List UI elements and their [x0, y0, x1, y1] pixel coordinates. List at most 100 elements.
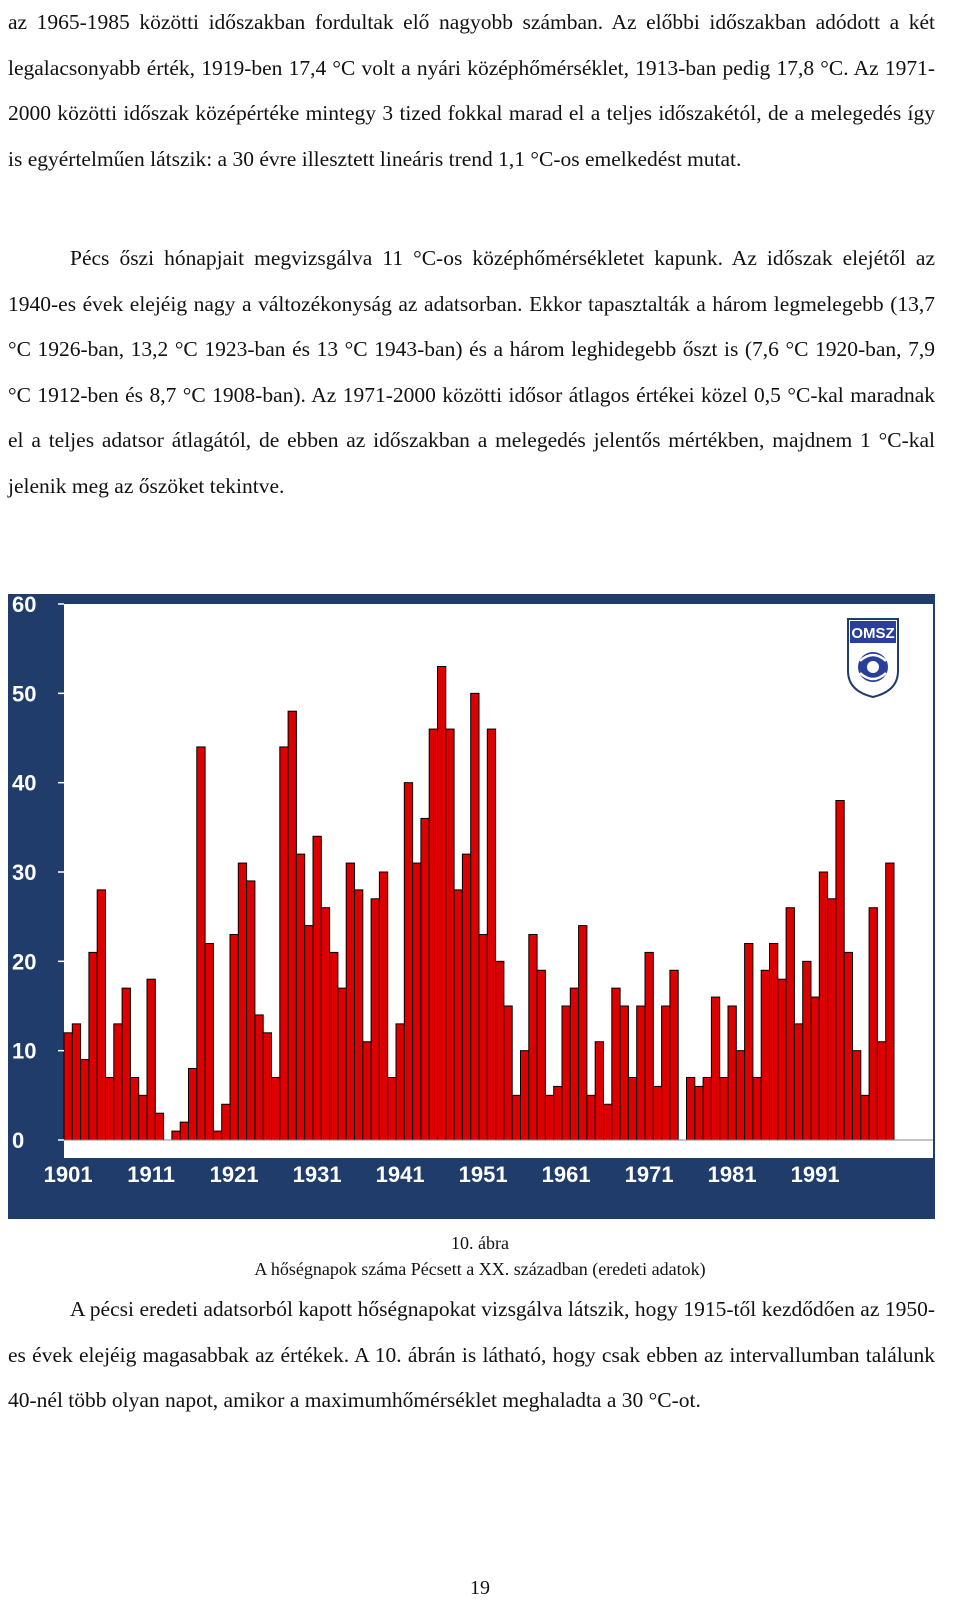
bar: [105, 1076, 115, 1141]
bar: [686, 1076, 696, 1141]
x-tick-label: 1911: [127, 1162, 175, 1187]
bar: [212, 1130, 223, 1141]
bar: [503, 1005, 513, 1141]
bar: [312, 835, 322, 1141]
bar: [287, 710, 297, 1141]
bar: [702, 1076, 712, 1141]
logo-swirl-center-icon: [867, 661, 879, 673]
logo-swirl-arm-icon: [859, 653, 887, 662]
bar: [370, 898, 380, 1141]
y-tick-label: 50: [12, 681, 36, 706]
bar: [876, 1041, 887, 1141]
bar: [594, 1041, 605, 1141]
logo-header-icon: [850, 621, 896, 643]
bar: [129, 1076, 140, 1141]
bar: [121, 987, 131, 1141]
bar: [279, 746, 289, 1141]
bar: [262, 1032, 272, 1141]
bar: [694, 1085, 704, 1141]
heat-days-chart: 0 10 20 30 40 50 60 1901 1911 1921 1931 1941 1951 19…: [8, 594, 935, 1219]
bar: [520, 1050, 530, 1141]
bar: [113, 1023, 123, 1141]
page-number: 19: [470, 1577, 490, 1599]
bar: [868, 907, 878, 1141]
x-tick-label: 1951: [459, 1162, 508, 1187]
bar: [760, 969, 771, 1141]
bar: [403, 782, 414, 1141]
bar: [88, 951, 98, 1141]
bar: [320, 907, 331, 1141]
bar: [835, 800, 845, 1141]
bar: [96, 889, 106, 1141]
bar: [603, 1103, 613, 1141]
bar: [378, 871, 389, 1141]
bar: [818, 871, 829, 1141]
bar: [445, 728, 455, 1141]
bar: [586, 1094, 596, 1141]
x-tick-label: 1961: [542, 1162, 591, 1187]
bar: [412, 862, 422, 1141]
bar: [229, 934, 239, 1141]
bar: [387, 1076, 397, 1141]
bar: [271, 1076, 281, 1141]
x-tick-label: 1981: [708, 1162, 757, 1187]
paragraph-1: az 1965-1985 közötti időszakban fordulta…: [8, 10, 935, 171]
y-axis: 0 10 20 30 40 50 60: [12, 594, 64, 1153]
bar: [561, 1005, 571, 1141]
paragraph-3: A pécsi eredeti adatsorból kapott hőségn…: [8, 1287, 935, 1424]
bar: [495, 960, 505, 1141]
bar: [885, 862, 895, 1141]
bar: [179, 1121, 189, 1141]
bar: [644, 951, 654, 1141]
y-tick-label: 30: [12, 860, 36, 885]
bar: [237, 862, 248, 1141]
bar: [395, 1023, 405, 1141]
bar: [354, 889, 364, 1141]
omsz-logo: OMSZ: [847, 618, 899, 699]
bar: [486, 728, 497, 1141]
bar: [827, 898, 837, 1141]
x-axis: 1901 1911 1921 1931 1941 1951 1961 1971 1981 1991: [44, 1162, 840, 1187]
y-tick-label: 60: [12, 594, 36, 617]
bar: [777, 978, 787, 1141]
bar: [221, 1103, 231, 1141]
x-tick-label: 1931: [293, 1162, 342, 1187]
bar: [528, 934, 538, 1141]
bar: [569, 987, 580, 1141]
bar: [719, 1076, 729, 1141]
y-tick-label: 40: [12, 771, 36, 796]
bar: [744, 942, 754, 1141]
bar: [511, 1094, 522, 1141]
bar: [785, 907, 795, 1141]
bar: [295, 853, 306, 1141]
bar: [345, 862, 356, 1141]
x-tick-label: 1941: [376, 1162, 425, 1187]
bar: [769, 942, 779, 1141]
bar: [627, 1076, 638, 1141]
bar: [204, 942, 214, 1141]
bar: [810, 996, 820, 1141]
x-tick-label: 1991: [791, 1162, 840, 1187]
y-tick-label: 20: [12, 949, 36, 974]
paragraph-2-text: Pécs őszi hónapjait megvizsgálva 11 °C-o…: [8, 246, 935, 498]
bar: [362, 1041, 372, 1141]
paragraph-2: Pécs őszi hónapjait megvizsgálva 11 °C-o…: [8, 236, 935, 509]
bar: [254, 1014, 264, 1141]
bar: [536, 969, 546, 1141]
bar: [669, 969, 679, 1141]
bar: [146, 978, 156, 1141]
bar: [470, 692, 480, 1141]
x-tick-label: 1901: [44, 1162, 93, 1187]
bar: [710, 996, 721, 1141]
figure-number: 10. ábra: [451, 1233, 509, 1253]
y-tick-label: 0: [12, 1128, 24, 1153]
bar: [636, 1005, 646, 1141]
bar: [329, 951, 339, 1141]
bar: [802, 960, 812, 1141]
bar: [63, 1032, 73, 1141]
bar: [652, 1085, 663, 1141]
figure-caption: 10. ábra A hőségnapok száma Pécsett a XX…: [0, 1230, 960, 1282]
bar: [154, 1112, 165, 1141]
bar: [860, 1094, 870, 1141]
bar: [80, 1059, 90, 1141]
